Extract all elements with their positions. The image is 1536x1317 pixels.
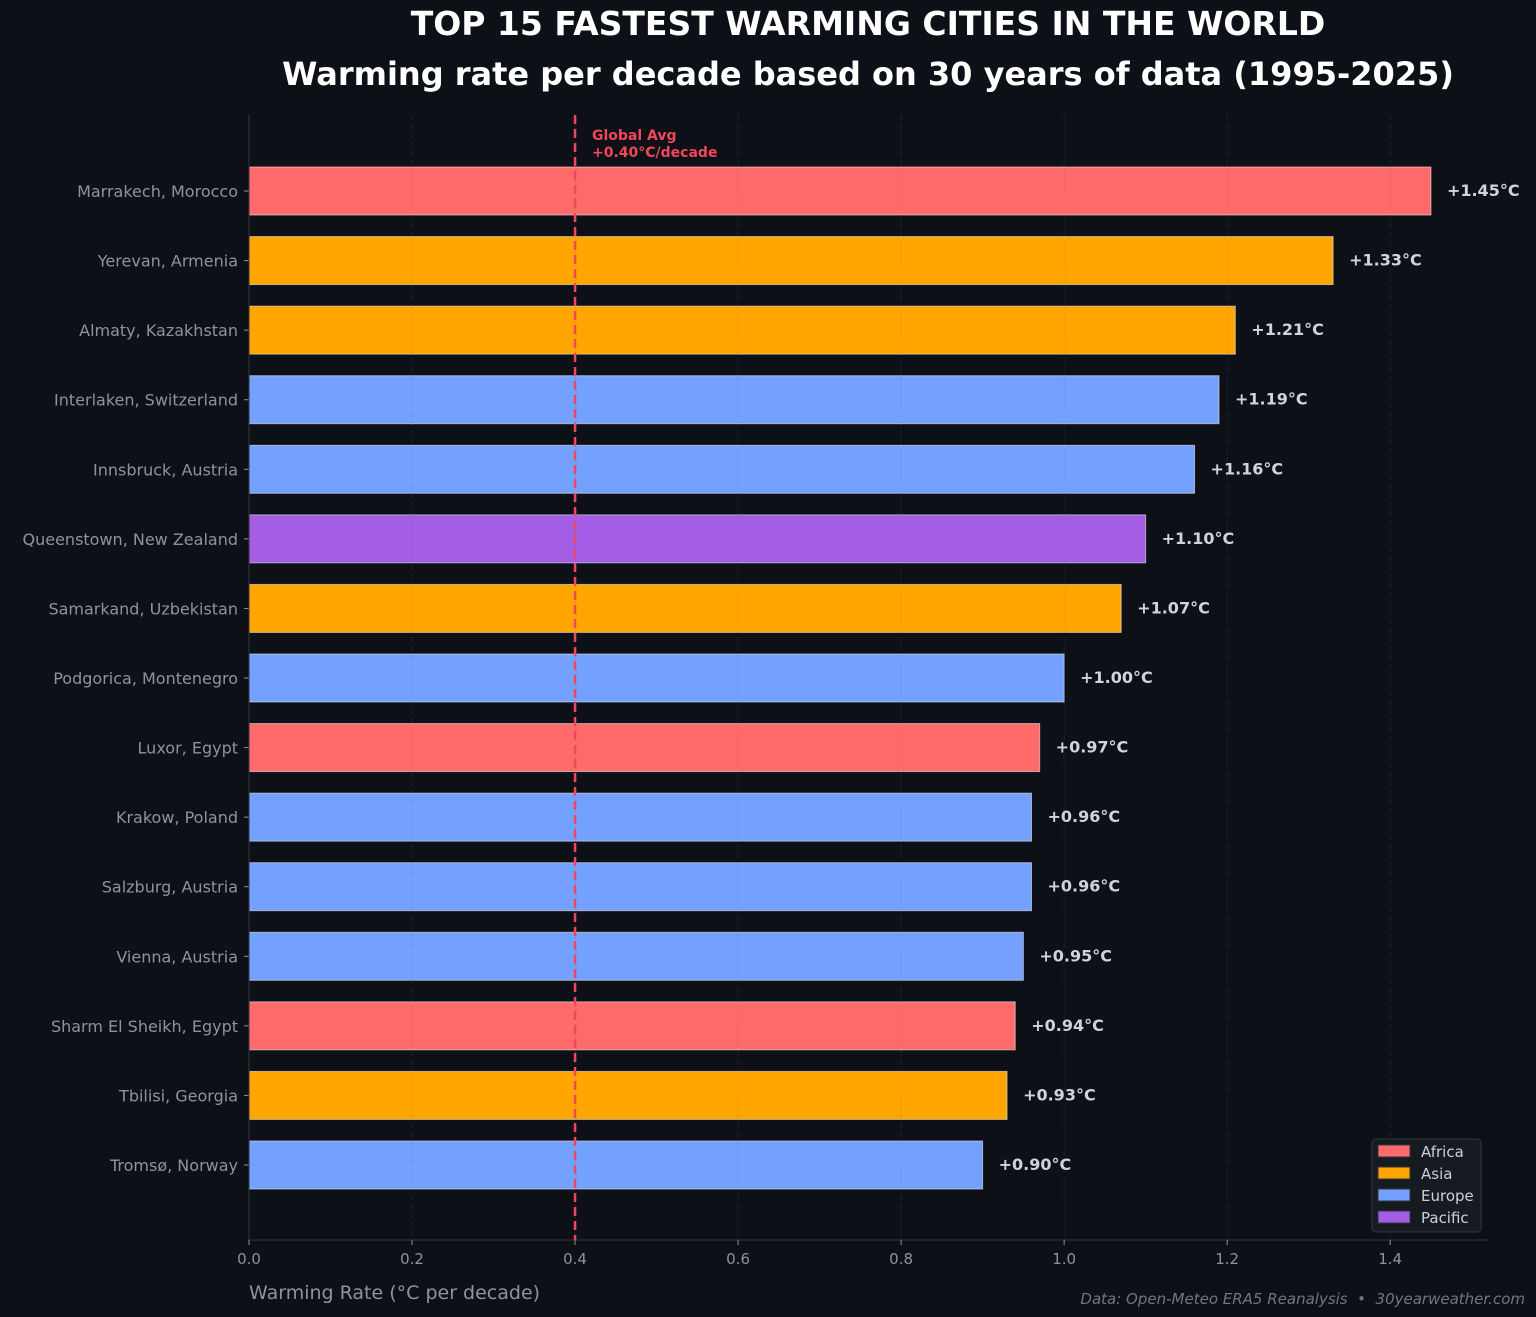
legend-swatch [1377, 1188, 1411, 1202]
category-label: Yerevan, Armenia [97, 252, 238, 271]
bar [248, 723, 1041, 773]
x-tick-label: 0.4 [563, 1250, 587, 1268]
bar [248, 1140, 984, 1190]
data-label: +0.97°C [1056, 738, 1129, 757]
legend-label: Africa [1421, 1143, 1464, 1161]
legend-label: Pacific [1421, 1209, 1469, 1227]
bar [248, 444, 1196, 494]
category-label: Samarkand, Uzbekistan [48, 599, 238, 618]
data-label: +1.33°C [1349, 251, 1422, 270]
data-label: +1.45°C [1447, 181, 1520, 200]
global-average-value: +0.40°C/decade [592, 145, 717, 161]
bar [248, 1001, 1016, 1051]
bar [248, 375, 1220, 425]
bar [248, 514, 1147, 564]
x-tick-label: 1.2 [1215, 1250, 1239, 1268]
category-label: Vienna, Austria [116, 947, 238, 966]
x-tick-label: 0.2 [400, 1250, 424, 1268]
data-label: +0.96°C [1048, 807, 1121, 826]
chart-subtitle: Warming rate per decade based on 30 year… [282, 55, 1454, 93]
bar [248, 583, 1122, 633]
data-label: +0.94°C [1031, 1016, 1104, 1035]
legend-label: Europe [1421, 1187, 1474, 1205]
data-label: +1.16°C [1211, 459, 1284, 478]
x-tick-label: 1.4 [1378, 1250, 1402, 1268]
source-note: Data: Open-Meteo ERA5 Reanalysis • 30yea… [1080, 1290, 1525, 1308]
category-label: Interlaken, Switzerland [54, 391, 238, 410]
category-label: Marrakech, Morocco [77, 182, 238, 201]
category-label: Queenstown, New Zealand [23, 530, 239, 549]
x-tick-label: 0.8 [889, 1250, 913, 1268]
data-label: +1.07°C [1137, 598, 1210, 617]
category-label: Tromsø, Norway [109, 1156, 238, 1175]
category-label: Tbilisi, Georgia [118, 1086, 238, 1105]
category-label: Sharm El Sheikh, Egypt [51, 1017, 238, 1036]
legend-swatch [1377, 1144, 1411, 1158]
x-tick-label: 1.0 [1052, 1250, 1076, 1268]
x-tick-label: 0.6 [726, 1250, 750, 1268]
x-ticks: 0.0 0.2 0.4 0.6 0.8 1.0 1.2 1.4 [237, 1240, 1402, 1268]
legend-label: Asia [1421, 1165, 1452, 1183]
data-label: +0.95°C [1039, 946, 1112, 965]
bar [248, 166, 1432, 216]
bar [248, 792, 1033, 842]
category-label: Innsbruck, Austria [93, 460, 238, 479]
bar [248, 305, 1236, 355]
global-average-label: Global Avg [592, 128, 677, 144]
bar [248, 862, 1033, 912]
bar [248, 236, 1334, 286]
legend-swatch [1377, 1166, 1411, 1180]
bars: Marrakech, Morocco +1.45°C Yerevan, Armeni… [23, 166, 1520, 1190]
legend-box [1371, 1138, 1482, 1233]
category-label: Podgorica, Montenegro [53, 669, 238, 688]
legend-swatch [1377, 1210, 1411, 1224]
category-label: Krakow, Poland [116, 808, 238, 827]
data-label: +1.10°C [1162, 529, 1235, 548]
x-tick-label: 0.0 [237, 1250, 261, 1268]
data-label: +0.96°C [1048, 877, 1121, 896]
bar [248, 653, 1065, 703]
data-label: +0.90°C [999, 1155, 1072, 1174]
data-label: +1.21°C [1251, 320, 1324, 339]
data-label: +1.19°C [1235, 390, 1308, 409]
data-label: +0.93°C [1023, 1085, 1096, 1104]
bar [248, 1070, 1008, 1120]
chart-title: TOP 15 FASTEST WARMING CITIES IN THE WOR… [411, 4, 1326, 43]
category-label: Luxor, Egypt [138, 739, 238, 758]
category-label: Almaty, Kazakhstan [79, 321, 238, 340]
data-label: +1.00°C [1080, 668, 1153, 687]
x-axis-label: Warming Rate (°C per decade) [249, 1282, 540, 1304]
bar [248, 931, 1024, 981]
legend: Africa Asia Europe Pacific [1371, 1138, 1482, 1233]
category-label: Salzburg, Austria [102, 878, 238, 897]
